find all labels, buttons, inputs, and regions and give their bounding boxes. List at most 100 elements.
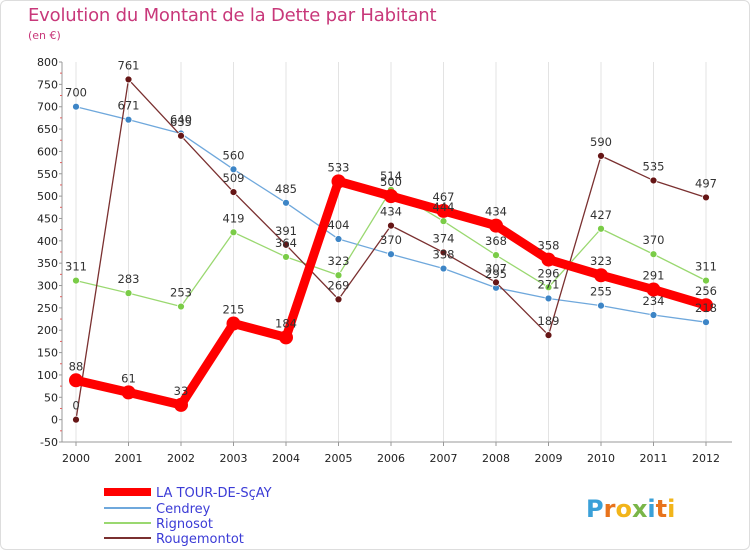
legend-label: Rignosot — [156, 517, 213, 532]
data-label: 374 — [433, 231, 455, 245]
data-point — [649, 311, 658, 319]
data-label: 404 — [328, 218, 350, 232]
data-point — [282, 253, 290, 261]
brand-letter: x — [632, 495, 648, 523]
data-point — [436, 203, 451, 218]
x-tick-label: 2001 — [115, 452, 143, 465]
data-label: 234 — [643, 294, 665, 308]
data-point — [702, 276, 710, 285]
data-label: 255 — [590, 285, 612, 299]
data-label: 218 — [695, 301, 717, 315]
x-tick-label: 2009 — [535, 452, 563, 465]
brand-letter: P — [586, 495, 604, 523]
data-label: 311 — [65, 260, 87, 274]
data-label: 184 — [275, 316, 297, 330]
data-point — [387, 250, 395, 259]
y-tick-label: 700 — [37, 101, 58, 114]
data-point — [331, 174, 346, 189]
data-point — [72, 276, 80, 285]
data-point — [594, 268, 608, 283]
data-point — [72, 415, 80, 424]
data-label: 533 — [328, 160, 350, 174]
data-point — [702, 193, 710, 202]
y-tick-label: 300 — [37, 280, 58, 293]
data-point — [439, 264, 448, 273]
data-label: 323 — [328, 254, 350, 268]
data-label: 33 — [174, 384, 189, 398]
data-label: 358 — [538, 239, 560, 253]
y-tick-label: 250 — [37, 302, 58, 315]
y-tick-label: 800 — [37, 56, 58, 69]
legend-label: Cendrey — [156, 502, 211, 517]
brand-letter: i — [667, 495, 675, 523]
y-tick-label: 550 — [37, 168, 58, 181]
x-tick-label: 2008 — [482, 452, 510, 465]
data-label: 364 — [275, 236, 297, 250]
data-label: 291 — [643, 269, 665, 283]
data-label: 368 — [485, 234, 507, 248]
data-point — [544, 283, 553, 292]
data-label: 535 — [643, 159, 665, 173]
data-point — [649, 176, 658, 185]
data-label: 61 — [121, 371, 136, 385]
data-label: 419 — [223, 211, 245, 225]
data-label: 295 — [485, 267, 507, 281]
data-label: 560 — [223, 148, 245, 162]
y-tick-label: 600 — [37, 145, 58, 158]
data-label: 500 — [380, 175, 402, 189]
data-point — [334, 271, 343, 280]
data-label: 434 — [380, 205, 402, 219]
data-point — [649, 250, 658, 259]
data-point — [334, 295, 343, 304]
data-point — [282, 198, 290, 207]
brand-letter: r — [604, 495, 616, 523]
data-point — [177, 302, 185, 311]
data-label: 296 — [538, 266, 560, 280]
data-label: 338 — [433, 248, 455, 262]
data-label: 253 — [170, 286, 192, 300]
data-point — [124, 115, 133, 124]
x-tick-label: 2005 — [325, 452, 353, 465]
data-point — [492, 251, 500, 260]
x-tick-label: 2000 — [62, 452, 90, 465]
y-tick-label: -50 — [40, 436, 58, 449]
y-tick-label: 150 — [37, 347, 58, 360]
data-label: 88 — [69, 359, 84, 373]
data-label: 590 — [590, 135, 612, 149]
brand-letter: t — [656, 495, 667, 523]
legend-label: LA TOUR-DE-SçAY — [156, 486, 272, 501]
data-point — [597, 224, 605, 233]
data-point — [177, 131, 185, 140]
data-point — [544, 331, 553, 340]
data-label: 485 — [275, 182, 297, 196]
chart-title: Evolution du Montant de la Dette par Hab… — [28, 5, 437, 26]
data-label: 467 — [433, 190, 455, 204]
y-tick-label: 650 — [37, 123, 58, 136]
data-point — [174, 397, 188, 412]
data-label: 323 — [590, 254, 612, 268]
data-label: 671 — [118, 99, 140, 113]
data-point — [229, 188, 238, 196]
data-point — [69, 373, 83, 388]
data-label: 427 — [590, 208, 612, 222]
x-tick-label: 2010 — [587, 452, 615, 465]
y-tick-label: 50 — [44, 391, 58, 404]
x-tick-label: 2003 — [220, 452, 248, 465]
data-point — [597, 301, 605, 310]
data-label: 269 — [328, 278, 350, 292]
data-point — [439, 217, 448, 226]
data-label: 370 — [380, 233, 402, 247]
data-label: 271 — [538, 277, 560, 291]
data-point — [699, 298, 713, 313]
x-tick-label: 2004 — [272, 452, 300, 465]
data-point — [541, 252, 556, 267]
data-point — [597, 151, 605, 160]
data-label: 635 — [170, 115, 192, 129]
data-point — [439, 248, 448, 257]
data-point — [489, 218, 503, 233]
data-point — [334, 235, 343, 243]
data-label: 307 — [485, 261, 507, 275]
data-label: 311 — [695, 260, 717, 274]
data-point — [387, 221, 395, 230]
